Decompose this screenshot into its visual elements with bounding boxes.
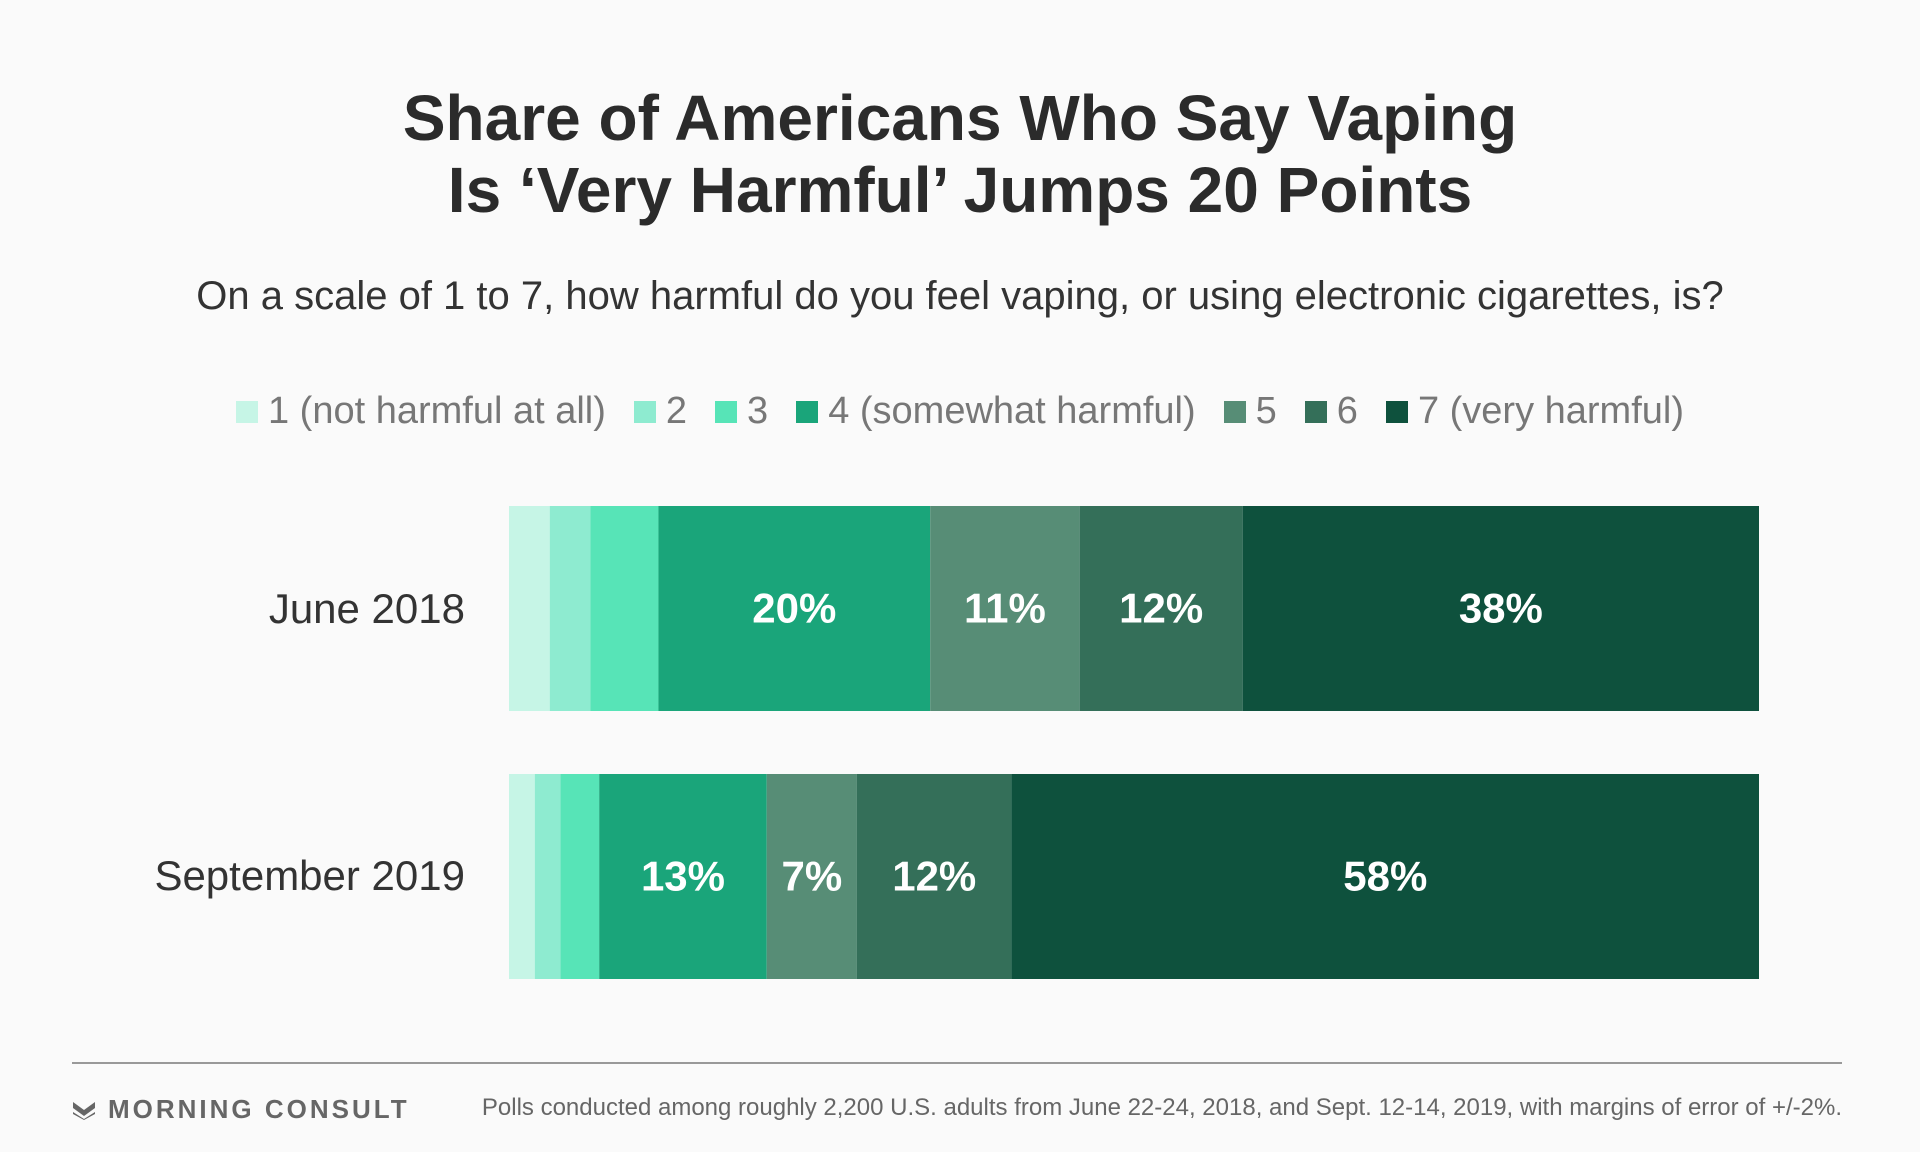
bar-segment-row1-level5 xyxy=(930,506,1080,711)
bar-segment-row2-level4 xyxy=(599,774,767,979)
legend-swatch-2 xyxy=(633,400,656,423)
data-label-row1-level4: 20% xyxy=(752,585,836,632)
bar-segment-row1-level4 xyxy=(658,506,931,711)
data-label-row1-level7: 38% xyxy=(1459,585,1543,632)
data-label-row1-level5: 11% xyxy=(964,585,1046,632)
morning-consult-logo-icon xyxy=(73,1101,95,1120)
legend-label-3: 3 xyxy=(747,390,769,432)
legend-swatch-6 xyxy=(1304,400,1327,423)
bar-segment-row1-level1 xyxy=(509,506,550,711)
footer-divider xyxy=(72,1062,1842,1064)
legend-label-5: 5 xyxy=(1255,390,1277,432)
source-note: Polls conducted among roughly 2,200 U.S.… xyxy=(481,1094,1842,1121)
legend-label-4: 4 (somewhat harmful) xyxy=(828,390,1196,432)
legend-item-5: 5 xyxy=(1223,390,1277,433)
data-label-row2-level5: 7% xyxy=(781,853,842,900)
chart-title-line-2: Is ‘Very Harmful’ Jumps 20 Points xyxy=(447,154,1473,226)
chart-subtitle: On a scale of 1 to 7, how harmful do you… xyxy=(196,274,1724,318)
row-label-september-2019: September 2019 xyxy=(154,852,465,899)
legend-item-3: 3 xyxy=(715,390,768,433)
legend-swatch-4 xyxy=(796,400,819,423)
bar-segment-row2-level2 xyxy=(534,774,561,979)
bar-segment-row1-level6 xyxy=(1079,506,1243,711)
bar-segment-row1-level2 xyxy=(549,506,591,711)
legend-swatch-7 xyxy=(1385,400,1408,423)
chart-title: Share of Americans Who Say Vaping Is ‘Ve… xyxy=(0,82,1920,226)
brand-logo: MORNING CONSULT xyxy=(72,1094,410,1125)
legend-swatch-1 xyxy=(235,400,258,423)
bar-segment-row1-level7 xyxy=(1242,506,1759,711)
legend-label-2: 2 xyxy=(665,390,688,432)
data-label-row2-level6: 12% xyxy=(892,853,976,900)
legend-item-6: 6 xyxy=(1304,390,1358,433)
bar-segment-row2-level1 xyxy=(509,774,535,979)
legend-item-4: 4 (somewhat harmful) xyxy=(796,390,1196,433)
legend-item-2: 2 xyxy=(633,390,688,433)
bar-segment-row2-level6 xyxy=(856,774,1012,979)
data-label-row2-level4: 13% xyxy=(641,853,725,900)
legend-item-1: 1 (not harmful at all) xyxy=(235,390,606,433)
legend-item-7: 7 (very harmful) xyxy=(1385,390,1684,433)
brand-name: MORNING CONSULT xyxy=(108,1094,410,1124)
legend-swatch-5 xyxy=(1223,400,1246,423)
row-label-june-2018: June 2018 xyxy=(268,585,465,632)
bar-segment-row1-level3 xyxy=(590,506,659,711)
chart-legend: 1 (not harmful at all) 2 3 4 (somewhat harm… xyxy=(0,390,1920,433)
bar-segment-row2-level7 xyxy=(1011,774,1759,979)
legend-label-7: 7 (very harmful) xyxy=(1417,390,1684,432)
data-label-row2-level7: 58% xyxy=(1343,853,1427,900)
bar-segment-row2-level3 xyxy=(560,774,600,979)
bar-segment-row2-level5 xyxy=(766,774,857,979)
chart-title-line-1: Share of Americans Who Say Vaping xyxy=(402,82,1518,154)
data-label-row1-level6: 12% xyxy=(1119,585,1203,632)
legend-swatch-3 xyxy=(715,400,738,423)
legend-label-6: 6 xyxy=(1336,390,1358,432)
legend-label-1: 1 (not harmful at all) xyxy=(267,390,606,432)
